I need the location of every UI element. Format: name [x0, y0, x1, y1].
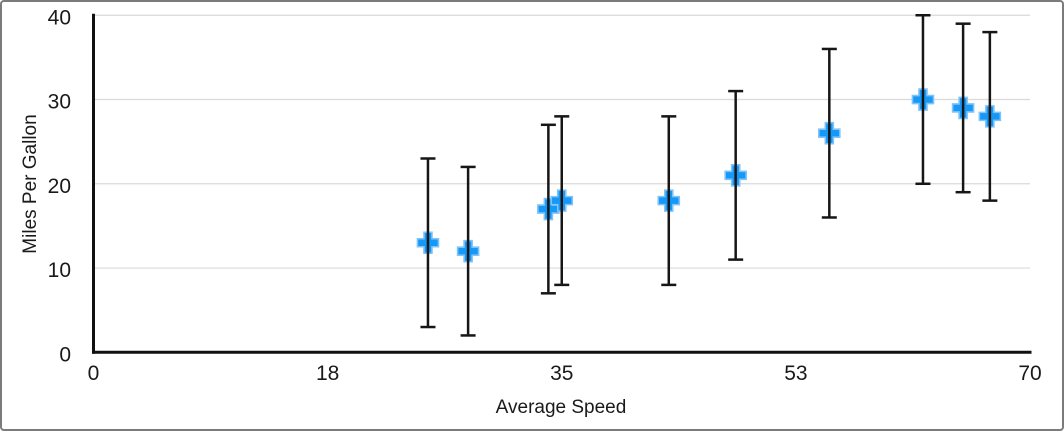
error-bar: [982, 30, 998, 202]
y-tick-label: 20: [48, 175, 71, 198]
y-tick-label: 40: [48, 6, 71, 29]
error-bar: [955, 22, 971, 194]
x-tick-label: 0: [88, 362, 100, 385]
error-bar: [821, 47, 837, 219]
error-bar: [554, 115, 570, 287]
x-tick-label: 35: [550, 362, 573, 385]
error-bar: [460, 165, 476, 337]
y-tick-label: 0: [59, 343, 71, 366]
error-bar: [661, 115, 677, 287]
error-bars: [420, 14, 998, 337]
y-tick-label: 30: [48, 91, 71, 114]
error-bar: [728, 89, 744, 261]
data-point-markers: [416, 88, 1002, 263]
x-tick-label: 18: [316, 362, 339, 385]
error-bar: [540, 123, 556, 295]
y-tick-label: 10: [48, 259, 71, 282]
x-tick-label: 70: [1018, 362, 1041, 385]
x-tick-label: 53: [784, 362, 807, 385]
x-axis-title: Average Speed: [496, 397, 627, 418]
axes: [92, 13, 1032, 354]
tick-labels: 0 10 20 30 40 0 18 35 53 70: [48, 6, 1042, 385]
error-bar: [420, 157, 436, 329]
y-axis-title: Miles Per Gallon: [20, 114, 41, 253]
error-bar: [915, 14, 931, 186]
